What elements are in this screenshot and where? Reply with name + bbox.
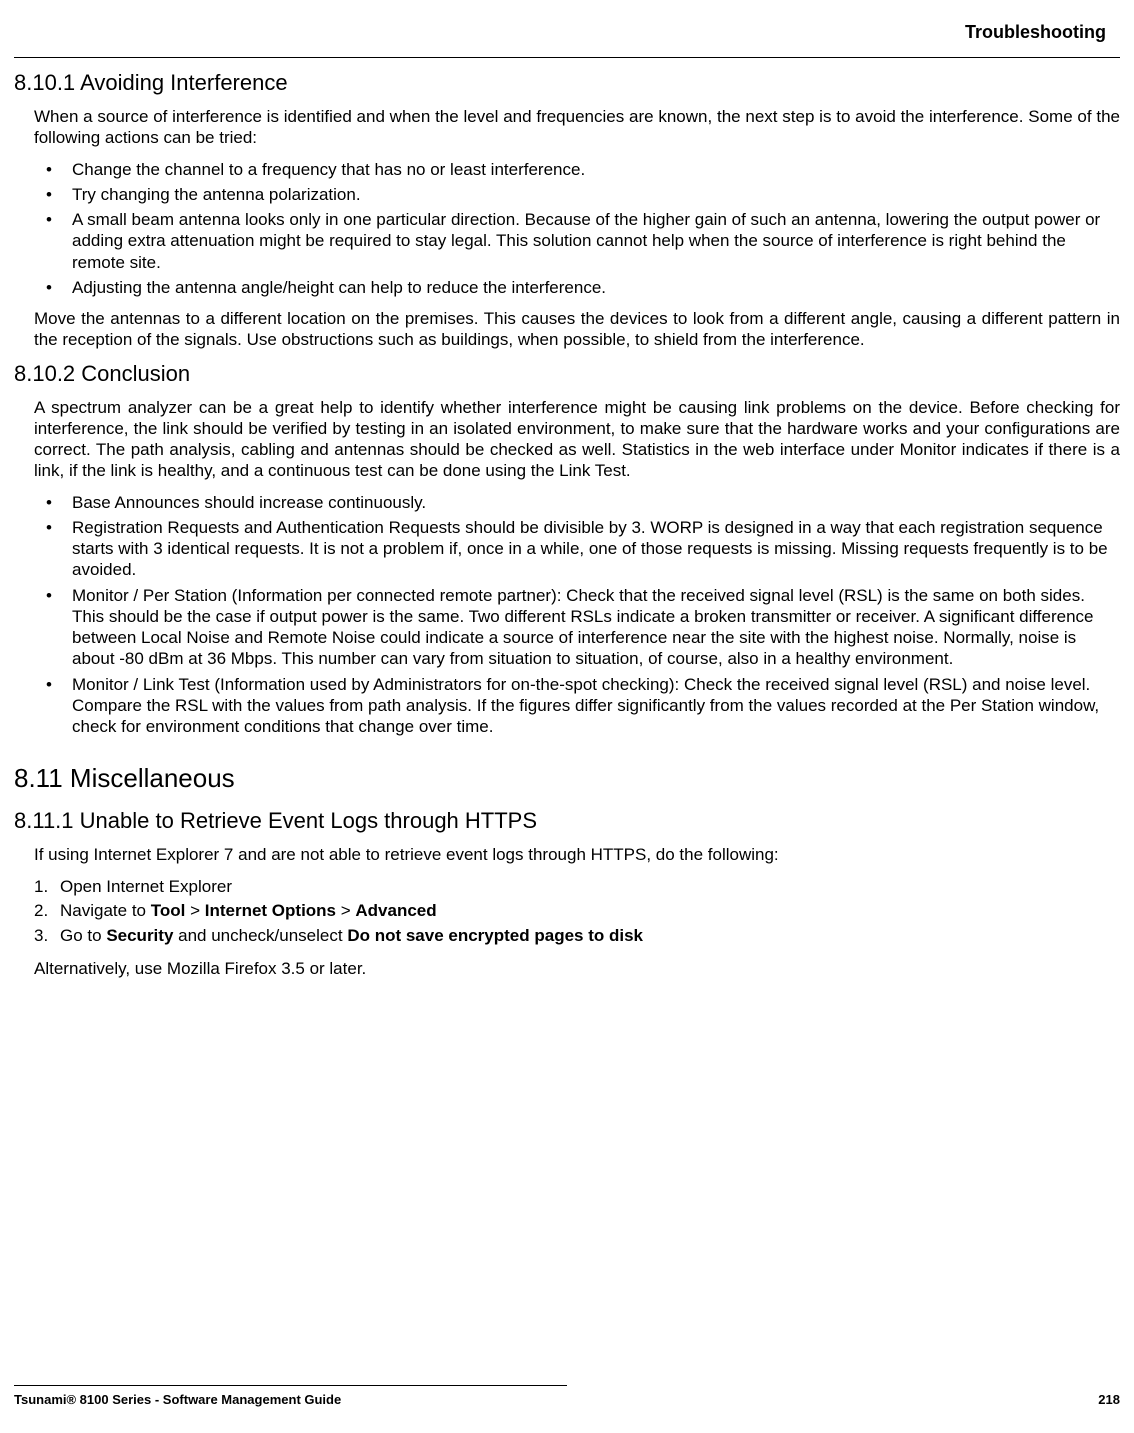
section-title: Conclusion bbox=[81, 361, 190, 386]
list-item: Monitor / Per Station (Information per c… bbox=[14, 585, 1120, 670]
emphasis-text: Do not save encrypted pages to disk bbox=[347, 926, 643, 945]
section-intro-text: When a source of interference is identif… bbox=[34, 106, 1120, 149]
menu-path-item: Internet Options bbox=[205, 901, 336, 920]
section-title: Avoiding Interference bbox=[80, 70, 288, 95]
section-heading-8-10-2: 8.10.2 Conclusion bbox=[14, 361, 1120, 387]
list-item: Change the channel to a frequency that h… bbox=[14, 159, 1120, 180]
section-number: 8.11.1 bbox=[14, 808, 74, 833]
bullet-list: Base Announces should increase continuou… bbox=[14, 492, 1120, 738]
section-outro-text: Move the antennas to a different locatio… bbox=[34, 308, 1120, 351]
page-footer: Tsunami® 8100 Series - Software Manageme… bbox=[14, 1385, 1120, 1407]
numbered-list: Open Internet Explorer Navigate to Tool … bbox=[14, 876, 1120, 949]
section-intro-text: If using Internet Explorer 7 and are not… bbox=[34, 844, 1120, 865]
section-number: 8.10.1 bbox=[14, 70, 75, 95]
section-heading-8-10-1: 8.10.1 Avoiding Interference bbox=[14, 70, 1120, 96]
list-item: Go to Security and uncheck/unselect Do n… bbox=[14, 925, 1120, 948]
bullet-list: Change the channel to a frequency that h… bbox=[14, 159, 1120, 299]
emphasis-text: Security bbox=[106, 926, 173, 945]
section-number: 8.11 bbox=[14, 763, 63, 793]
footer-product-name: Tsunami® 8100 Series - Software Manageme… bbox=[14, 1392, 341, 1407]
section-number: 8.10.2 bbox=[14, 361, 75, 386]
section-heading-8-11: 8.11 Miscellaneous bbox=[14, 763, 1120, 794]
footer-page-number: 218 bbox=[1098, 1392, 1120, 1407]
header-chapter-title: Troubleshooting bbox=[14, 20, 1120, 43]
list-item: Open Internet Explorer bbox=[14, 876, 1120, 899]
section-title: Miscellaneous bbox=[70, 763, 235, 793]
step-text: Go to bbox=[60, 926, 106, 945]
menu-path-item: Advanced bbox=[355, 901, 436, 920]
list-item: Adjusting the antenna angle/height can h… bbox=[14, 277, 1120, 298]
section-outro-text: Alternatively, use Mozilla Firefox 3.5 o… bbox=[34, 958, 1120, 979]
list-item: Navigate to Tool > Internet Options > Ad… bbox=[14, 900, 1120, 923]
list-item: Try changing the antenna polarization. bbox=[14, 184, 1120, 205]
step-text: and uncheck/unselect bbox=[173, 926, 347, 945]
step-text: Navigate to bbox=[60, 901, 151, 920]
header-rule bbox=[14, 57, 1120, 58]
section-heading-8-11-1: 8.11.1 Unable to Retrieve Event Logs thr… bbox=[14, 808, 1120, 834]
list-item: Monitor / Link Test (Information used by… bbox=[14, 674, 1120, 738]
list-item: A small beam antenna looks only in one p… bbox=[14, 209, 1120, 273]
menu-path-item: Tool bbox=[151, 901, 186, 920]
step-text: > bbox=[336, 901, 355, 920]
list-item: Base Announces should increase continuou… bbox=[14, 492, 1120, 513]
document-page: Troubleshooting 8.10.1 Avoiding Interfer… bbox=[0, 0, 1134, 1433]
list-item: Registration Requests and Authentication… bbox=[14, 517, 1120, 581]
step-text: > bbox=[185, 901, 204, 920]
section-title: Unable to Retrieve Event Logs through HT… bbox=[80, 808, 537, 833]
section-intro-text: A spectrum analyzer can be a great help … bbox=[34, 397, 1120, 482]
footer-rule bbox=[14, 1385, 567, 1386]
